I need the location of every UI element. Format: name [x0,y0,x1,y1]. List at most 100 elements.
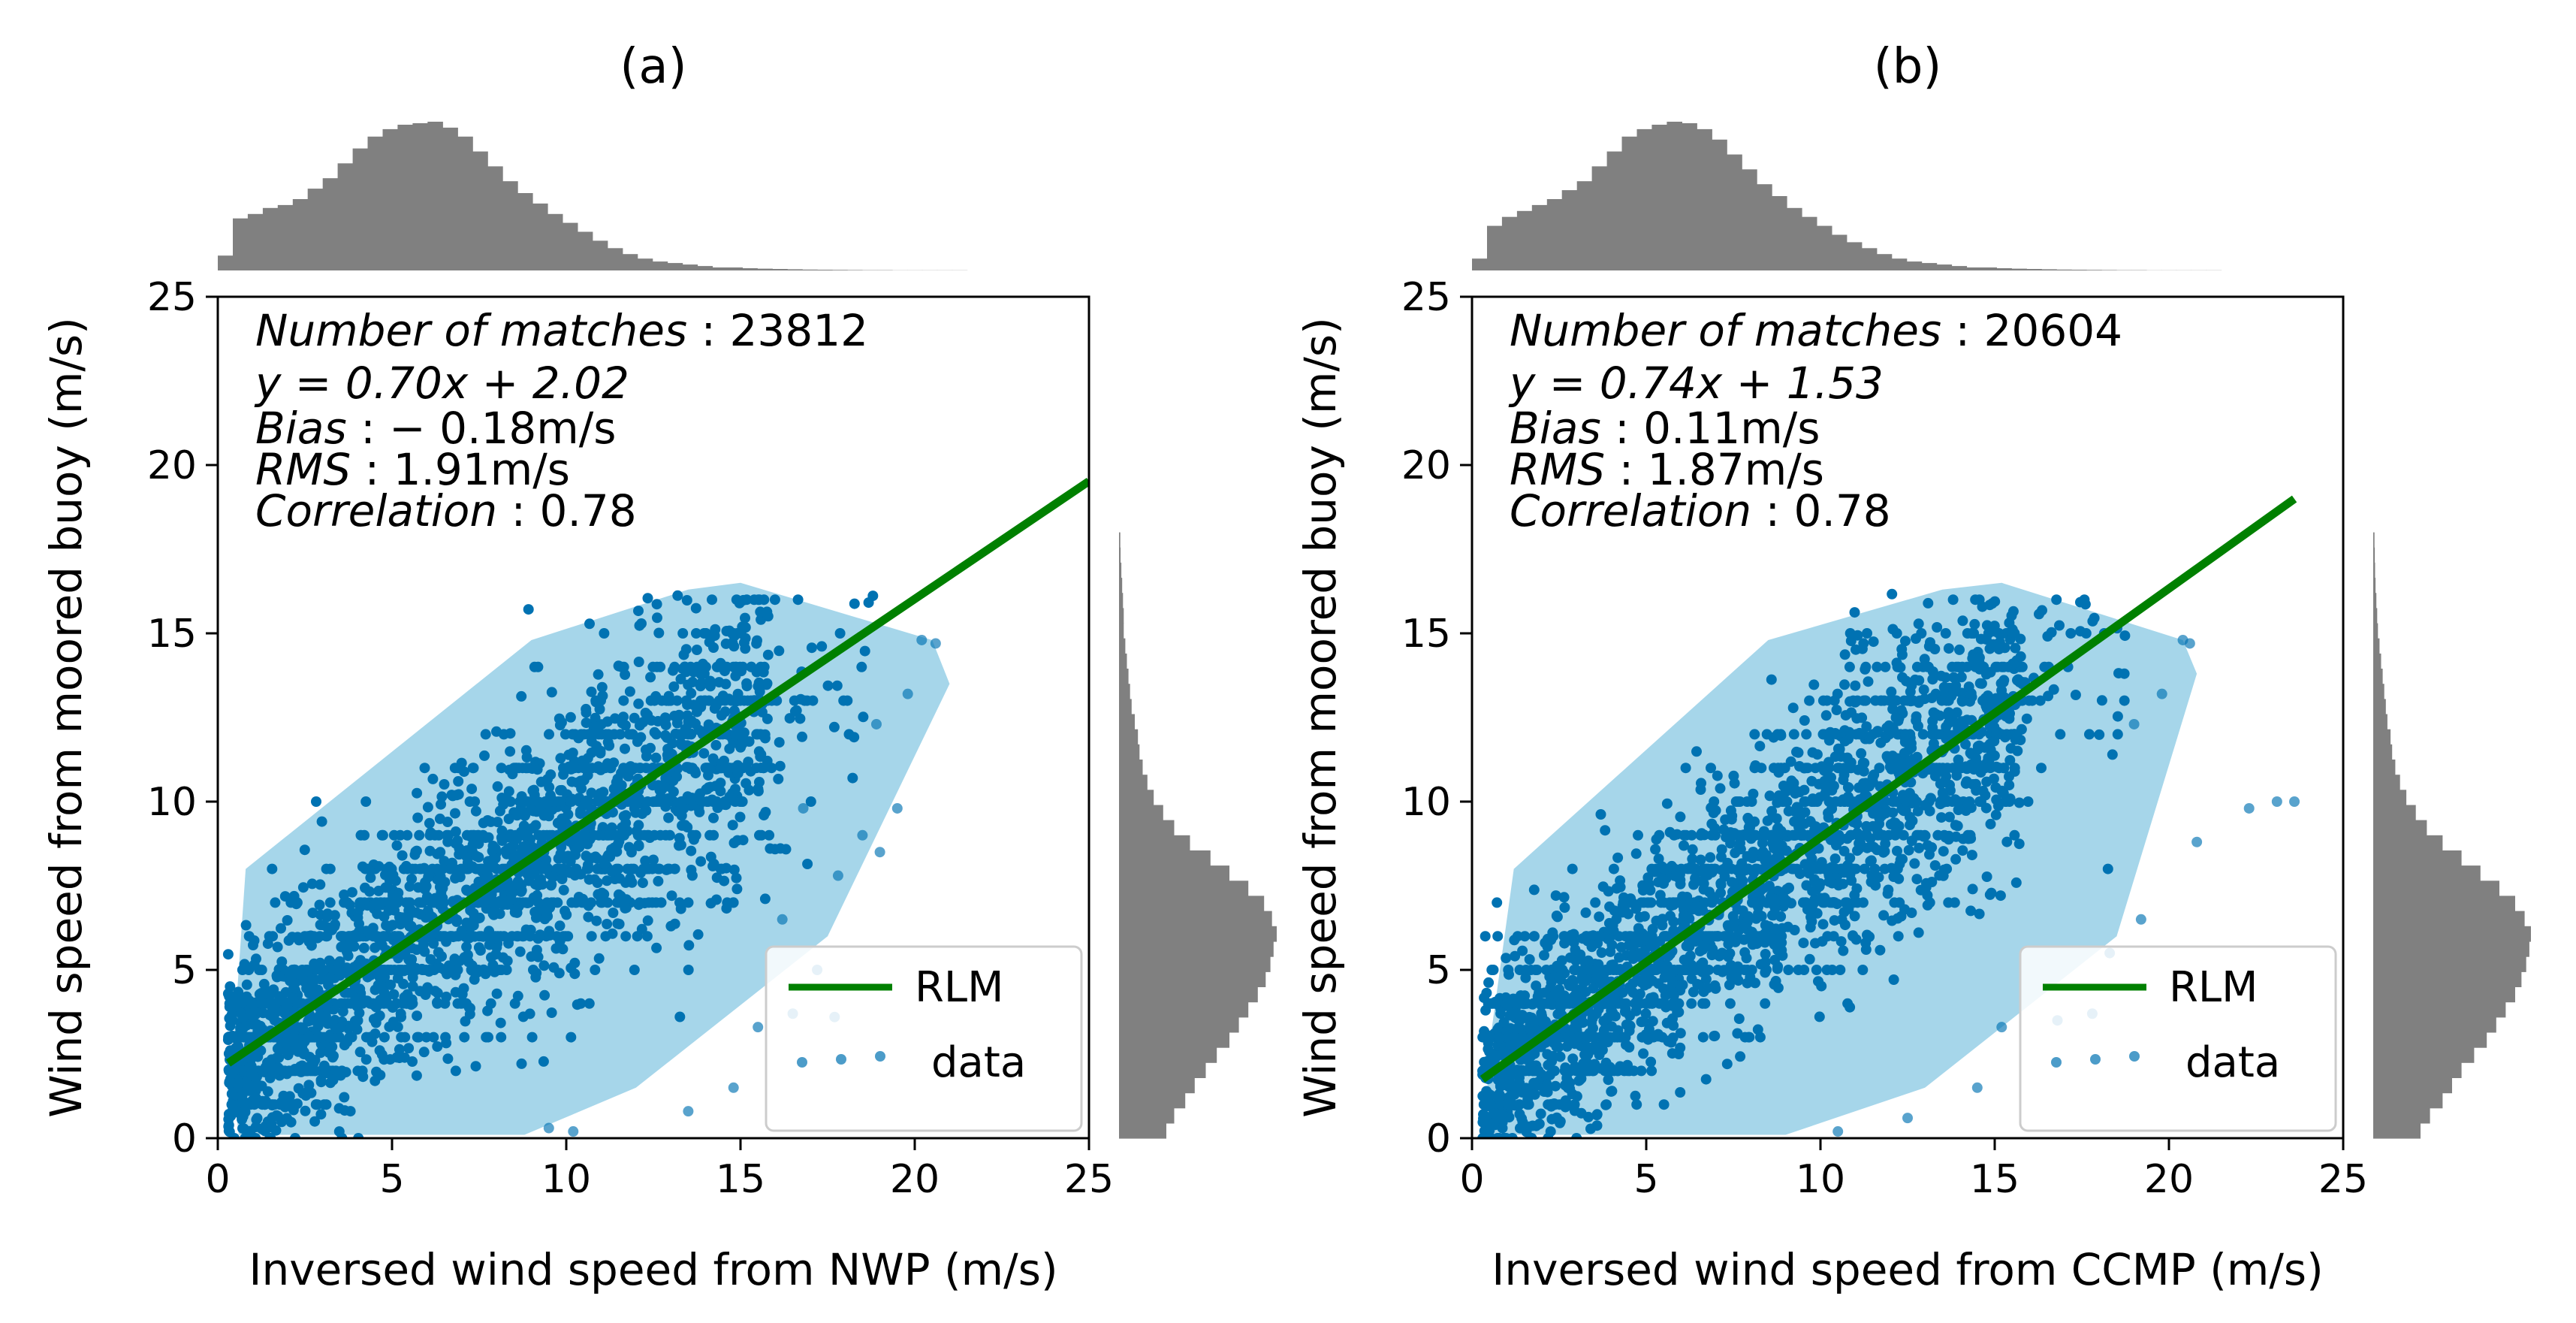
data-point [762,678,773,689]
data-point [755,729,766,740]
data-point [1687,844,1698,855]
data-point [441,1038,452,1049]
data-point [753,1022,764,1033]
data-point [1886,862,1897,874]
data-point [2094,729,2105,740]
top-hist-bar [562,222,578,270]
data-point [805,796,816,807]
data-point [255,988,267,998]
data-point [1661,798,1673,809]
data-point [675,839,686,850]
data-point [1700,974,1712,985]
data-point [285,897,297,908]
x-tick-label: 10 [541,1157,591,1202]
data-point [531,968,542,979]
data-point [765,843,776,854]
top-hist-bar [667,263,683,270]
data-point [734,597,745,609]
data-point [533,829,544,841]
top-hist-bar [218,255,234,270]
data-point [634,720,645,731]
data-point [474,912,485,923]
data-point [721,661,732,672]
data-point [797,731,807,742]
data-point [1657,873,1667,884]
data-point [329,910,340,921]
data-point [1558,1099,1569,1110]
data-point [760,807,771,817]
data-point [1630,848,1642,859]
data-point [691,628,701,639]
data-point [1956,672,1967,683]
data-point [587,729,599,740]
data-point [698,748,710,759]
data-point [1594,911,1605,923]
data-point [523,604,534,615]
data-point [2042,631,2053,642]
data-point [741,681,753,692]
data-point [229,1104,240,1116]
data-point [704,829,716,841]
data-point [445,965,457,975]
data-point [1907,815,1918,826]
data-point [1606,1010,1617,1021]
data-point [1883,884,1894,896]
x-tick-label: 5 [379,1157,404,1202]
data-point [1757,838,1768,849]
data-point [2013,797,2025,808]
data-point [1674,965,1685,975]
data-point [1746,796,1757,807]
data-point [517,1011,529,1022]
top-hist-bar [233,218,249,270]
data-point [552,897,563,908]
data-point [1755,885,1766,896]
data-point [483,1032,493,1043]
data-point [1699,897,1710,908]
data-point [1739,1032,1751,1043]
data-point [703,769,713,781]
data-point [1535,1108,1546,1119]
data-point [593,953,605,964]
data-point [1570,955,1582,966]
data-point [354,1047,366,1058]
data-point [596,887,608,899]
data-point [450,1065,461,1077]
data-point [600,931,611,942]
data-point [680,820,691,831]
data-point [584,618,595,630]
top-hist-bar [532,203,548,270]
data-point [357,998,368,1009]
data-point [575,998,587,1009]
data-point [640,708,651,718]
data-point [1799,796,1810,808]
data-point [462,950,473,961]
data-point [614,729,626,740]
data-point [759,893,771,905]
data-point [359,829,370,841]
data-point [713,677,725,688]
data-point [1832,688,1843,699]
panel-title: (a) [620,39,686,95]
stat-bias: Bias : − 0.18m/s [255,403,617,454]
data-point [1501,953,1512,964]
data-point [258,978,270,989]
data-point [1600,825,1611,836]
top-hist-bar [637,258,653,270]
data-point [558,763,569,774]
data-point [1956,663,1966,674]
data-point [240,920,252,931]
data-point [2119,630,2131,642]
data-point [288,982,300,993]
right-hist-bar [1119,1047,1217,1063]
data-point [1707,944,1718,955]
data-point [394,829,406,841]
data-point [777,914,788,925]
data-point [1968,649,1979,660]
data-point [1953,754,1964,766]
data-point [612,778,623,789]
data-point [1857,763,1867,774]
data-point [357,1071,369,1083]
data-point [555,753,566,764]
right-hist-bar [1119,684,1130,699]
data-point [439,998,451,1009]
